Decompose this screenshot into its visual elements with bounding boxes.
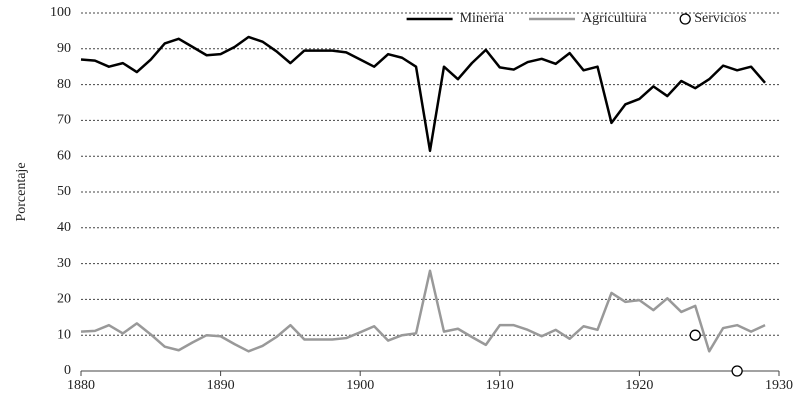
marker [689,329,701,341]
legend-label: Minería [460,11,505,26]
x-tick-label: 1910 [486,378,514,393]
legend-marker [679,13,691,25]
y-tick-label: 90 [57,41,71,56]
y-tick-label: 0 [64,363,71,378]
x-tick-label: 1920 [625,378,653,393]
y-tick-label: 30 [57,256,71,271]
series-line [80,269,766,353]
y-tick-label: 100 [50,5,71,20]
y-axis-label: Porcentaje [14,162,29,221]
y-tick-label: 70 [57,113,71,128]
x-tick-label: 1880 [67,378,95,393]
y-tick-label: 50 [57,184,71,199]
marker [731,365,743,377]
series-line [80,35,766,153]
legend-label: Agricultura [582,11,647,26]
x-tick-label: 1900 [346,378,374,393]
x-tick-label: 1930 [765,378,793,393]
x-tick-label: 1890 [207,378,235,393]
y-tick-label: 80 [57,77,71,92]
legend-label: Servicios [694,11,746,26]
y-tick-label: 20 [57,292,71,307]
y-tick-label: 10 [57,327,71,342]
y-tick-label: 60 [57,148,71,163]
y-tick-label: 40 [57,220,71,235]
